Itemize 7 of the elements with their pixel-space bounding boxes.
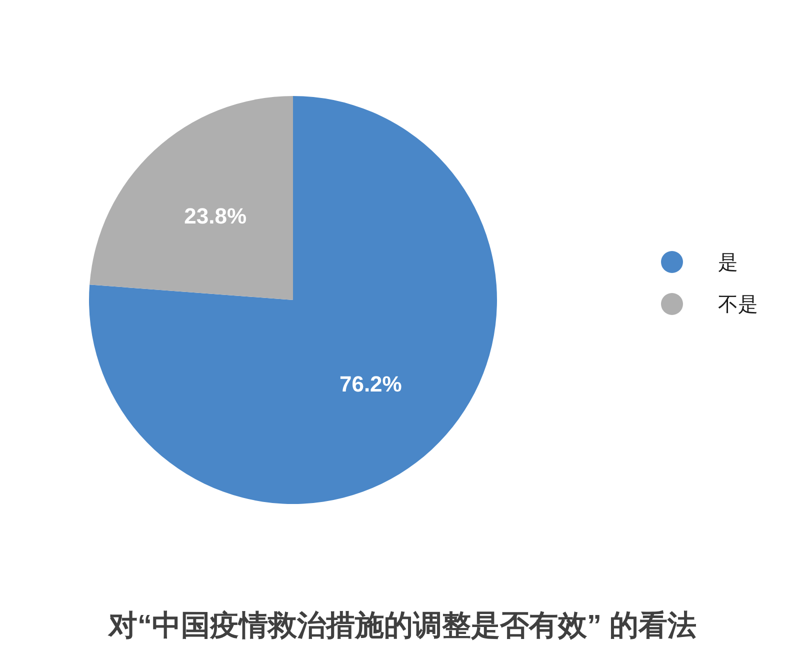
pie-slice [89,96,497,504]
data-label: 76.2% [339,371,402,396]
legend-label: 是 [718,250,738,276]
text: 对“中国疫情救治措施的调整是否有效” 的看法 [106,609,698,644]
data-label: 23.8% [184,204,247,229]
pie-slice [90,96,293,300]
legend-label: 不是 [718,292,758,318]
